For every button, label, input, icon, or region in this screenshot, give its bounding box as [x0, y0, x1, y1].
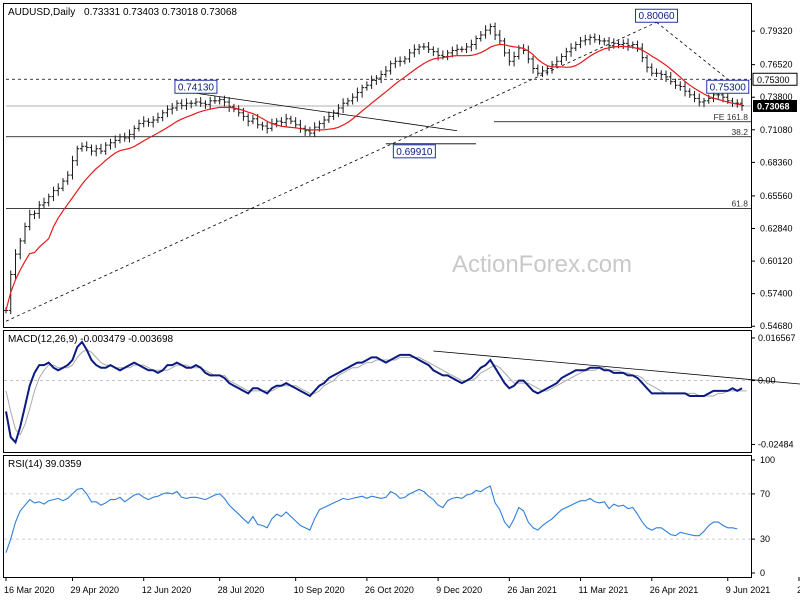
- macd-line: [5, 340, 743, 445]
- macd-axis: 0.016567 0.00 -0.02484: [751, 333, 796, 449]
- level-label: 61.8: [731, 199, 748, 209]
- moving-average: [5, 43, 743, 311]
- moving-average-line: [5, 43, 743, 311]
- date-axis: 16 Mar 2020 29 Apr 2020 12 Jun 2020 28 Jul …: [4, 577, 800, 595]
- price-panel-frame: [3, 3, 752, 328]
- rsi-grid: [4, 493, 751, 540]
- date-tick-label: 9 Jun 2021: [726, 585, 771, 595]
- rsi-tick-label: 0: [760, 568, 765, 578]
- current-price-box: [753, 99, 797, 112]
- trendline: [656, 21, 729, 80]
- rsi-lines: [5, 485, 738, 553]
- price-bars: [4, 22, 744, 315]
- trendline: [195, 92, 458, 132]
- date-tick-label: 12 Jun 2020: [142, 585, 192, 595]
- watermark: ActionForex.com: [452, 251, 632, 278]
- price-tick-label: 0.68360: [760, 157, 793, 167]
- price-annotation-label: 0.74130: [178, 82, 215, 93]
- price-annotation-label: 0.75300: [710, 82, 747, 93]
- macd-tick-label: -0.02484: [758, 439, 794, 449]
- price-tick-label: 0.79320: [760, 26, 793, 36]
- macd-trendline: [433, 350, 800, 385]
- date-tick-label: 10 Sep 2020: [294, 585, 345, 595]
- price-level-lines: FE 161.8 38.2 61.8: [6, 78, 751, 210]
- macd-lines: [5, 340, 800, 445]
- date-tick-label: 29 Apr 2020: [70, 585, 119, 595]
- rsi-tick-label: 100: [760, 455, 775, 465]
- macd-title: MACD(12,26,9) -0.003479 -0.003698: [8, 334, 174, 345]
- price-tick-label: 0.71080: [760, 125, 793, 135]
- trendline: [5, 21, 657, 322]
- symbol-title: AUDUSD,Daily 0.73331 0.73403 0.73018 0.7…: [8, 7, 237, 18]
- price-tick-label: 0.76520: [760, 60, 793, 70]
- date-tick-label: 26 Jan 2021: [507, 585, 557, 595]
- date-tick-label: 11 Mar 2021: [579, 585, 629, 595]
- price-trendlines: [5, 21, 729, 322]
- price-annotation-box: [706, 79, 750, 94]
- rsi-title: RSI(14) 39.0359: [8, 459, 82, 470]
- price-annotation-box: [392, 144, 436, 159]
- macd-panel-frame: [3, 330, 752, 453]
- price-axis: 0.79320 0.76520 0.73800 0.71080 0.68360 0.655…: [751, 26, 798, 331]
- ohlc-values: 0.73331 0.73403 0.73018 0.73068: [84, 7, 237, 18]
- price-tick-label: 0.60120: [760, 256, 793, 266]
- macd-tick-label: 0.00: [758, 376, 776, 386]
- level-axis-label: 0.75300: [757, 75, 790, 85]
- rsi-axis: 100 70 30 0: [751, 455, 775, 578]
- date-tick-label: 16 Mar 2020: [4, 585, 55, 595]
- price-tick-label: 0.73800: [760, 92, 793, 102]
- date-tick-label: 23 Jul 2021: [797, 585, 800, 595]
- macd-signal-line: [5, 349, 747, 436]
- level-label: 38.2: [731, 127, 748, 137]
- date-tick-label: 26 Oct 2020: [365, 585, 414, 595]
- date-tick-label: 26 Apr 2021: [650, 585, 699, 595]
- price-tick-label: 0.54680: [760, 321, 793, 331]
- price-annotation-box: [635, 8, 679, 23]
- date-tick-label: 28 Jul 2020: [218, 585, 265, 595]
- symbol-name: AUDUSD,Daily: [8, 7, 75, 18]
- price-tick-label: 0.62840: [760, 224, 793, 234]
- current-price-label: 0.73068: [757, 101, 790, 111]
- price-annotation-box: [174, 79, 218, 94]
- date-tick-label: 9 Dec 2020: [436, 585, 482, 595]
- rsi-panel-frame: [3, 455, 752, 578]
- price-annotation-label: 0.80060: [638, 11, 675, 22]
- price-tick-label: 0.65560: [760, 191, 793, 201]
- rsi-tick-label: 30: [760, 534, 770, 544]
- rsi-tick-label: 70: [760, 489, 770, 499]
- level-axis-box: [752, 72, 798, 86]
- price-annotation-label: 0.69910: [396, 147, 433, 158]
- level-label: FE 161.8: [714, 112, 749, 122]
- price-tick-label: 0.57400: [760, 289, 793, 299]
- rsi-line: [5, 485, 738, 553]
- macd-tick-label: 0.016567: [758, 333, 796, 343]
